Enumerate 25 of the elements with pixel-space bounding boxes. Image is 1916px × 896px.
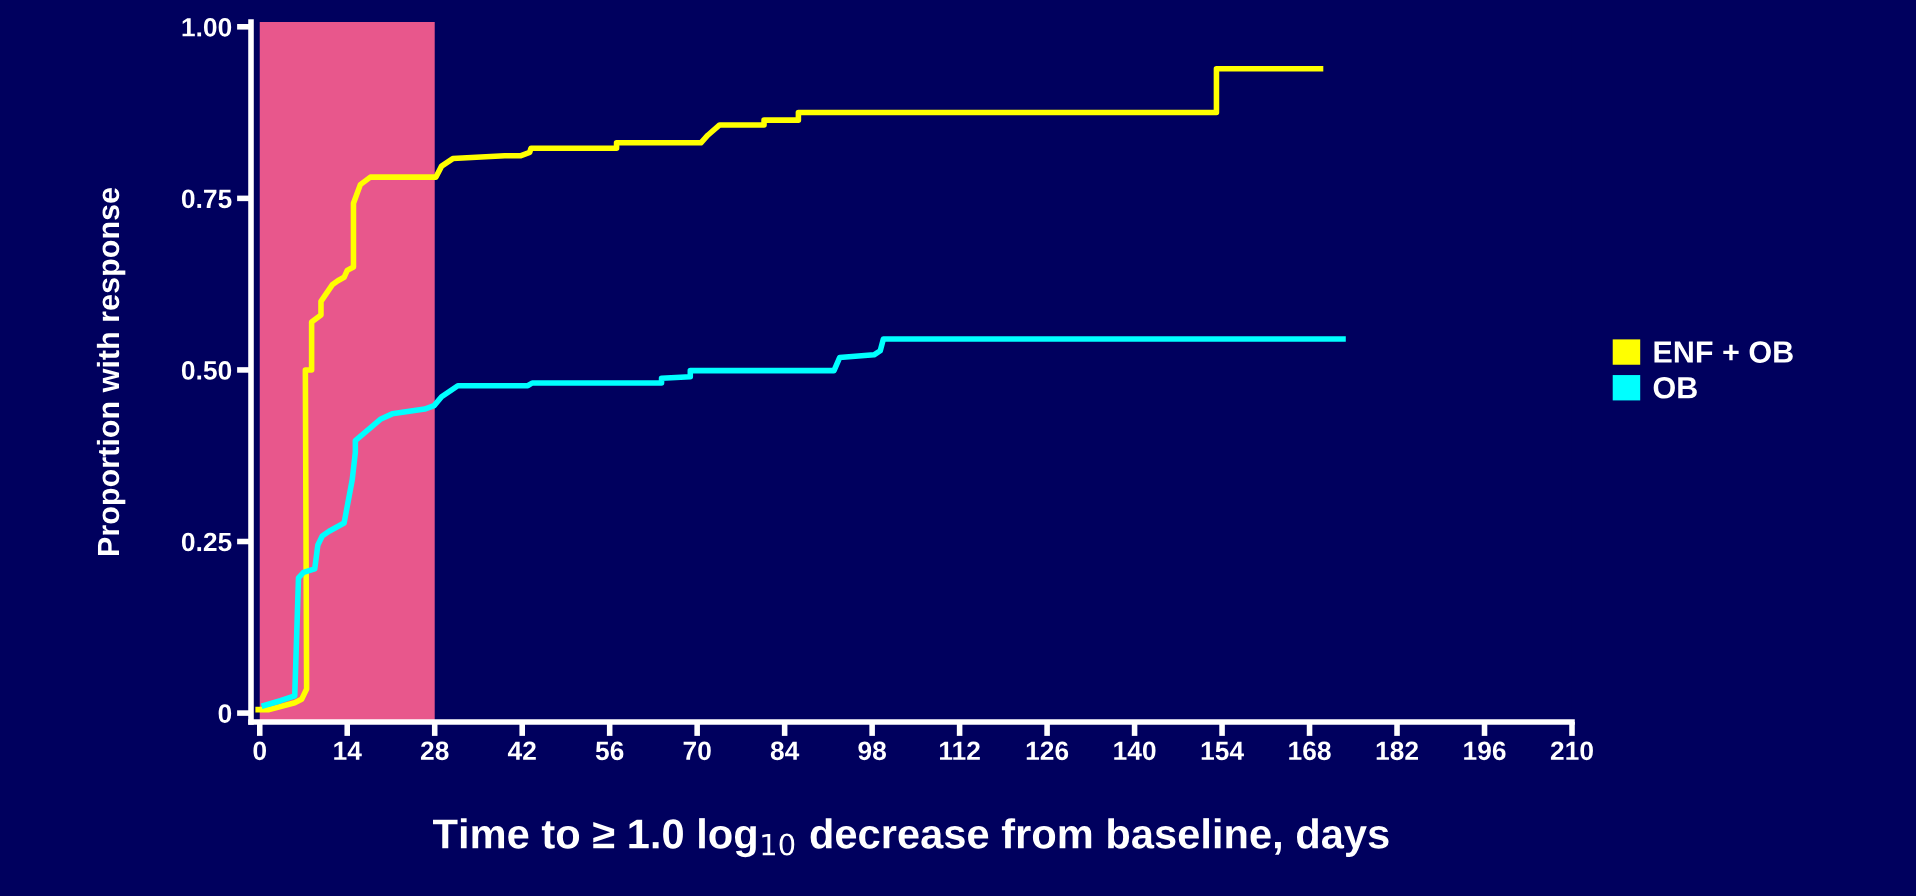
y-axis-title: Proportion with response	[96, 187, 126, 555]
x-tick-label: 0	[253, 741, 267, 761]
x-tick-label: 182	[1376, 741, 1418, 761]
legend-label: ENF + OB	[1654, 341, 1793, 363]
y-tick-label: 0.25	[181, 532, 232, 552]
y-tick-label: 0.75	[181, 189, 232, 209]
x-tick-label: 42	[507, 741, 536, 760]
legend-label: OB	[1653, 376, 1697, 399]
x-tick-label: 154	[1201, 741, 1244, 761]
x-tick-label: 56	[595, 741, 624, 761]
x-tick-label: 70	[683, 741, 711, 761]
x-tick-label: 98	[858, 741, 886, 761]
x-tick-label: 126	[1026, 741, 1069, 761]
x-tick-label: 196	[1464, 741, 1506, 761]
x-tick-label: 210	[1550, 741, 1593, 761]
x-tick-label: 140	[1114, 741, 1156, 761]
x-tick-label: 28	[420, 741, 449, 761]
y-tick-label: 1.00	[182, 17, 232, 37]
x-tick-label: 84	[770, 741, 800, 761]
x-tick-label: 14	[334, 741, 362, 760]
y-tick-label: 0	[218, 704, 232, 723]
y-tick-label: 0.50	[181, 361, 232, 380]
x-tick-label: 168	[1289, 741, 1331, 761]
x-axis-title: Time to ≥ 1.0 log$_{10}$ decrease from baseline, days	[433, 818, 1389, 858]
x-tick-label: 112	[939, 741, 980, 760]
